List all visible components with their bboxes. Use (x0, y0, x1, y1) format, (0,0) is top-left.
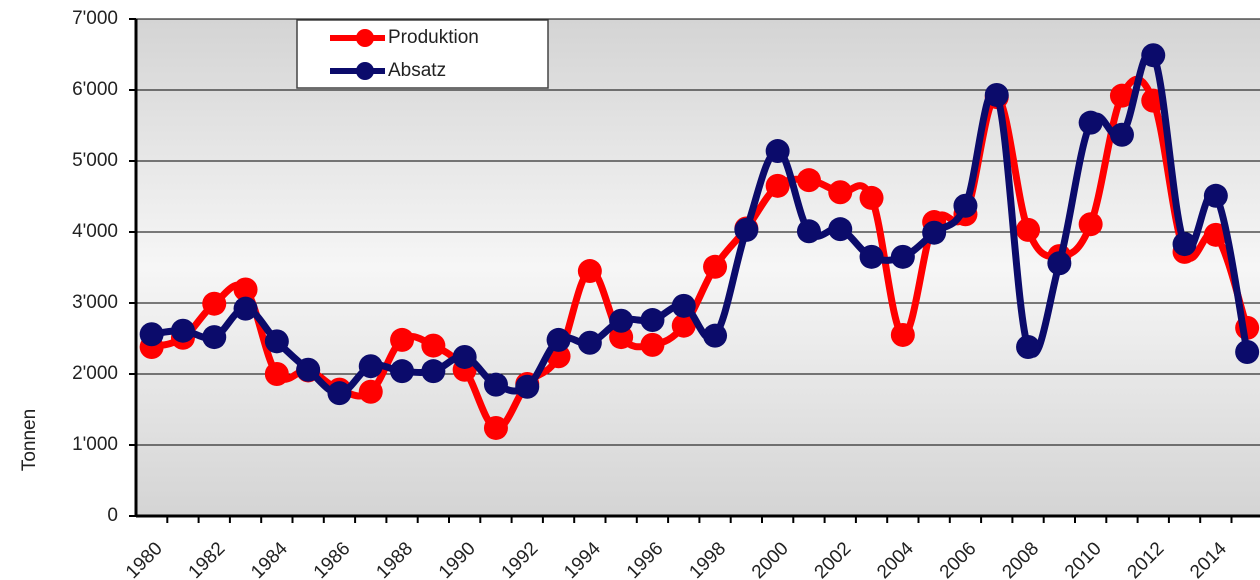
data-point (890, 322, 915, 347)
data-point (1109, 122, 1134, 147)
data-point (421, 333, 446, 358)
data-point (671, 313, 696, 338)
data-point (1235, 339, 1260, 364)
y-tick-label: 6'000 (72, 79, 118, 100)
data-point (1203, 183, 1228, 208)
x-tick-label: 2002 (811, 538, 856, 580)
data-point (703, 323, 728, 348)
data-point (202, 291, 227, 316)
x-tick-label: 2014 (1186, 538, 1231, 580)
data-point (1016, 335, 1041, 360)
data-point (1141, 43, 1166, 68)
data-point (483, 372, 508, 397)
data-point (296, 357, 321, 382)
data-point (452, 344, 477, 369)
x-tick-label: 1984 (247, 538, 292, 580)
data-point (233, 277, 258, 302)
data-point (1016, 217, 1041, 242)
x-tick-label: 2008 (998, 538, 1043, 580)
data-point (828, 180, 853, 205)
data-point (765, 139, 790, 164)
x-tick-label: 1988 (372, 538, 417, 580)
x-tick-label: 1996 (623, 538, 668, 580)
data-point (953, 193, 978, 218)
data-point (515, 374, 540, 399)
legend-box (296, 19, 549, 89)
data-point (703, 254, 728, 279)
data-point (264, 329, 289, 354)
data-point (1172, 232, 1197, 257)
y-tick-label: 1'000 (72, 434, 118, 455)
data-point (577, 259, 602, 284)
data-point (859, 185, 884, 210)
data-point (390, 359, 415, 384)
data-point (1078, 110, 1103, 135)
y-tick-label: 3'000 (72, 292, 118, 313)
y-tick-label: 5'000 (72, 150, 118, 171)
data-point (609, 308, 634, 333)
data-point (139, 322, 164, 347)
x-tick-label: 1982 (185, 538, 230, 580)
data-point (483, 415, 508, 440)
data-point (202, 325, 227, 350)
data-point (421, 359, 446, 384)
x-tick-label: 2000 (748, 538, 793, 580)
data-point (358, 354, 383, 379)
data-point (1109, 83, 1134, 108)
data-point (170, 318, 195, 343)
data-point (640, 308, 665, 333)
x-tick-label: 1990 (435, 538, 480, 580)
y-tick-label: 4'000 (72, 221, 118, 242)
data-point (546, 327, 571, 352)
x-tick-label: 1980 (122, 538, 167, 580)
data-point (922, 220, 947, 245)
data-point (890, 244, 915, 269)
data-point (765, 173, 790, 198)
data-point (390, 327, 415, 352)
x-tick-label: 1994 (560, 538, 605, 580)
data-point (1078, 212, 1103, 237)
data-point (796, 168, 821, 193)
legend-label: Produktion (388, 27, 479, 48)
y-axis-label: Tonnen (19, 409, 40, 471)
y-tick-label: 2'000 (72, 363, 118, 384)
legend-label: Absatz (388, 60, 446, 81)
y-tick-label: 0 (107, 505, 118, 526)
x-tick-label: 1986 (310, 538, 355, 580)
legend-marker (356, 29, 374, 47)
y-tick-label: 7'000 (72, 8, 118, 29)
data-point (233, 296, 258, 321)
data-point (671, 293, 696, 318)
x-tick-label: 1992 (498, 538, 543, 580)
x-tick-label: 1998 (685, 538, 730, 580)
data-point (734, 217, 759, 242)
x-tick-label: 2006 (936, 538, 981, 580)
data-point (327, 381, 352, 406)
data-point (264, 362, 289, 386)
data-point (1047, 251, 1072, 276)
x-tick-label: 2004 (873, 538, 918, 580)
x-tick-label: 2012 (1124, 538, 1169, 580)
plot-area (136, 19, 1260, 516)
data-point (358, 379, 383, 404)
data-point (984, 82, 1009, 107)
data-point (859, 244, 884, 269)
legend-marker (356, 62, 374, 80)
x-tick-label: 2010 (1061, 538, 1106, 580)
data-point (577, 330, 602, 355)
data-point (640, 332, 665, 357)
data-point (828, 217, 853, 242)
data-point (796, 219, 821, 244)
data-point (1203, 222, 1228, 247)
